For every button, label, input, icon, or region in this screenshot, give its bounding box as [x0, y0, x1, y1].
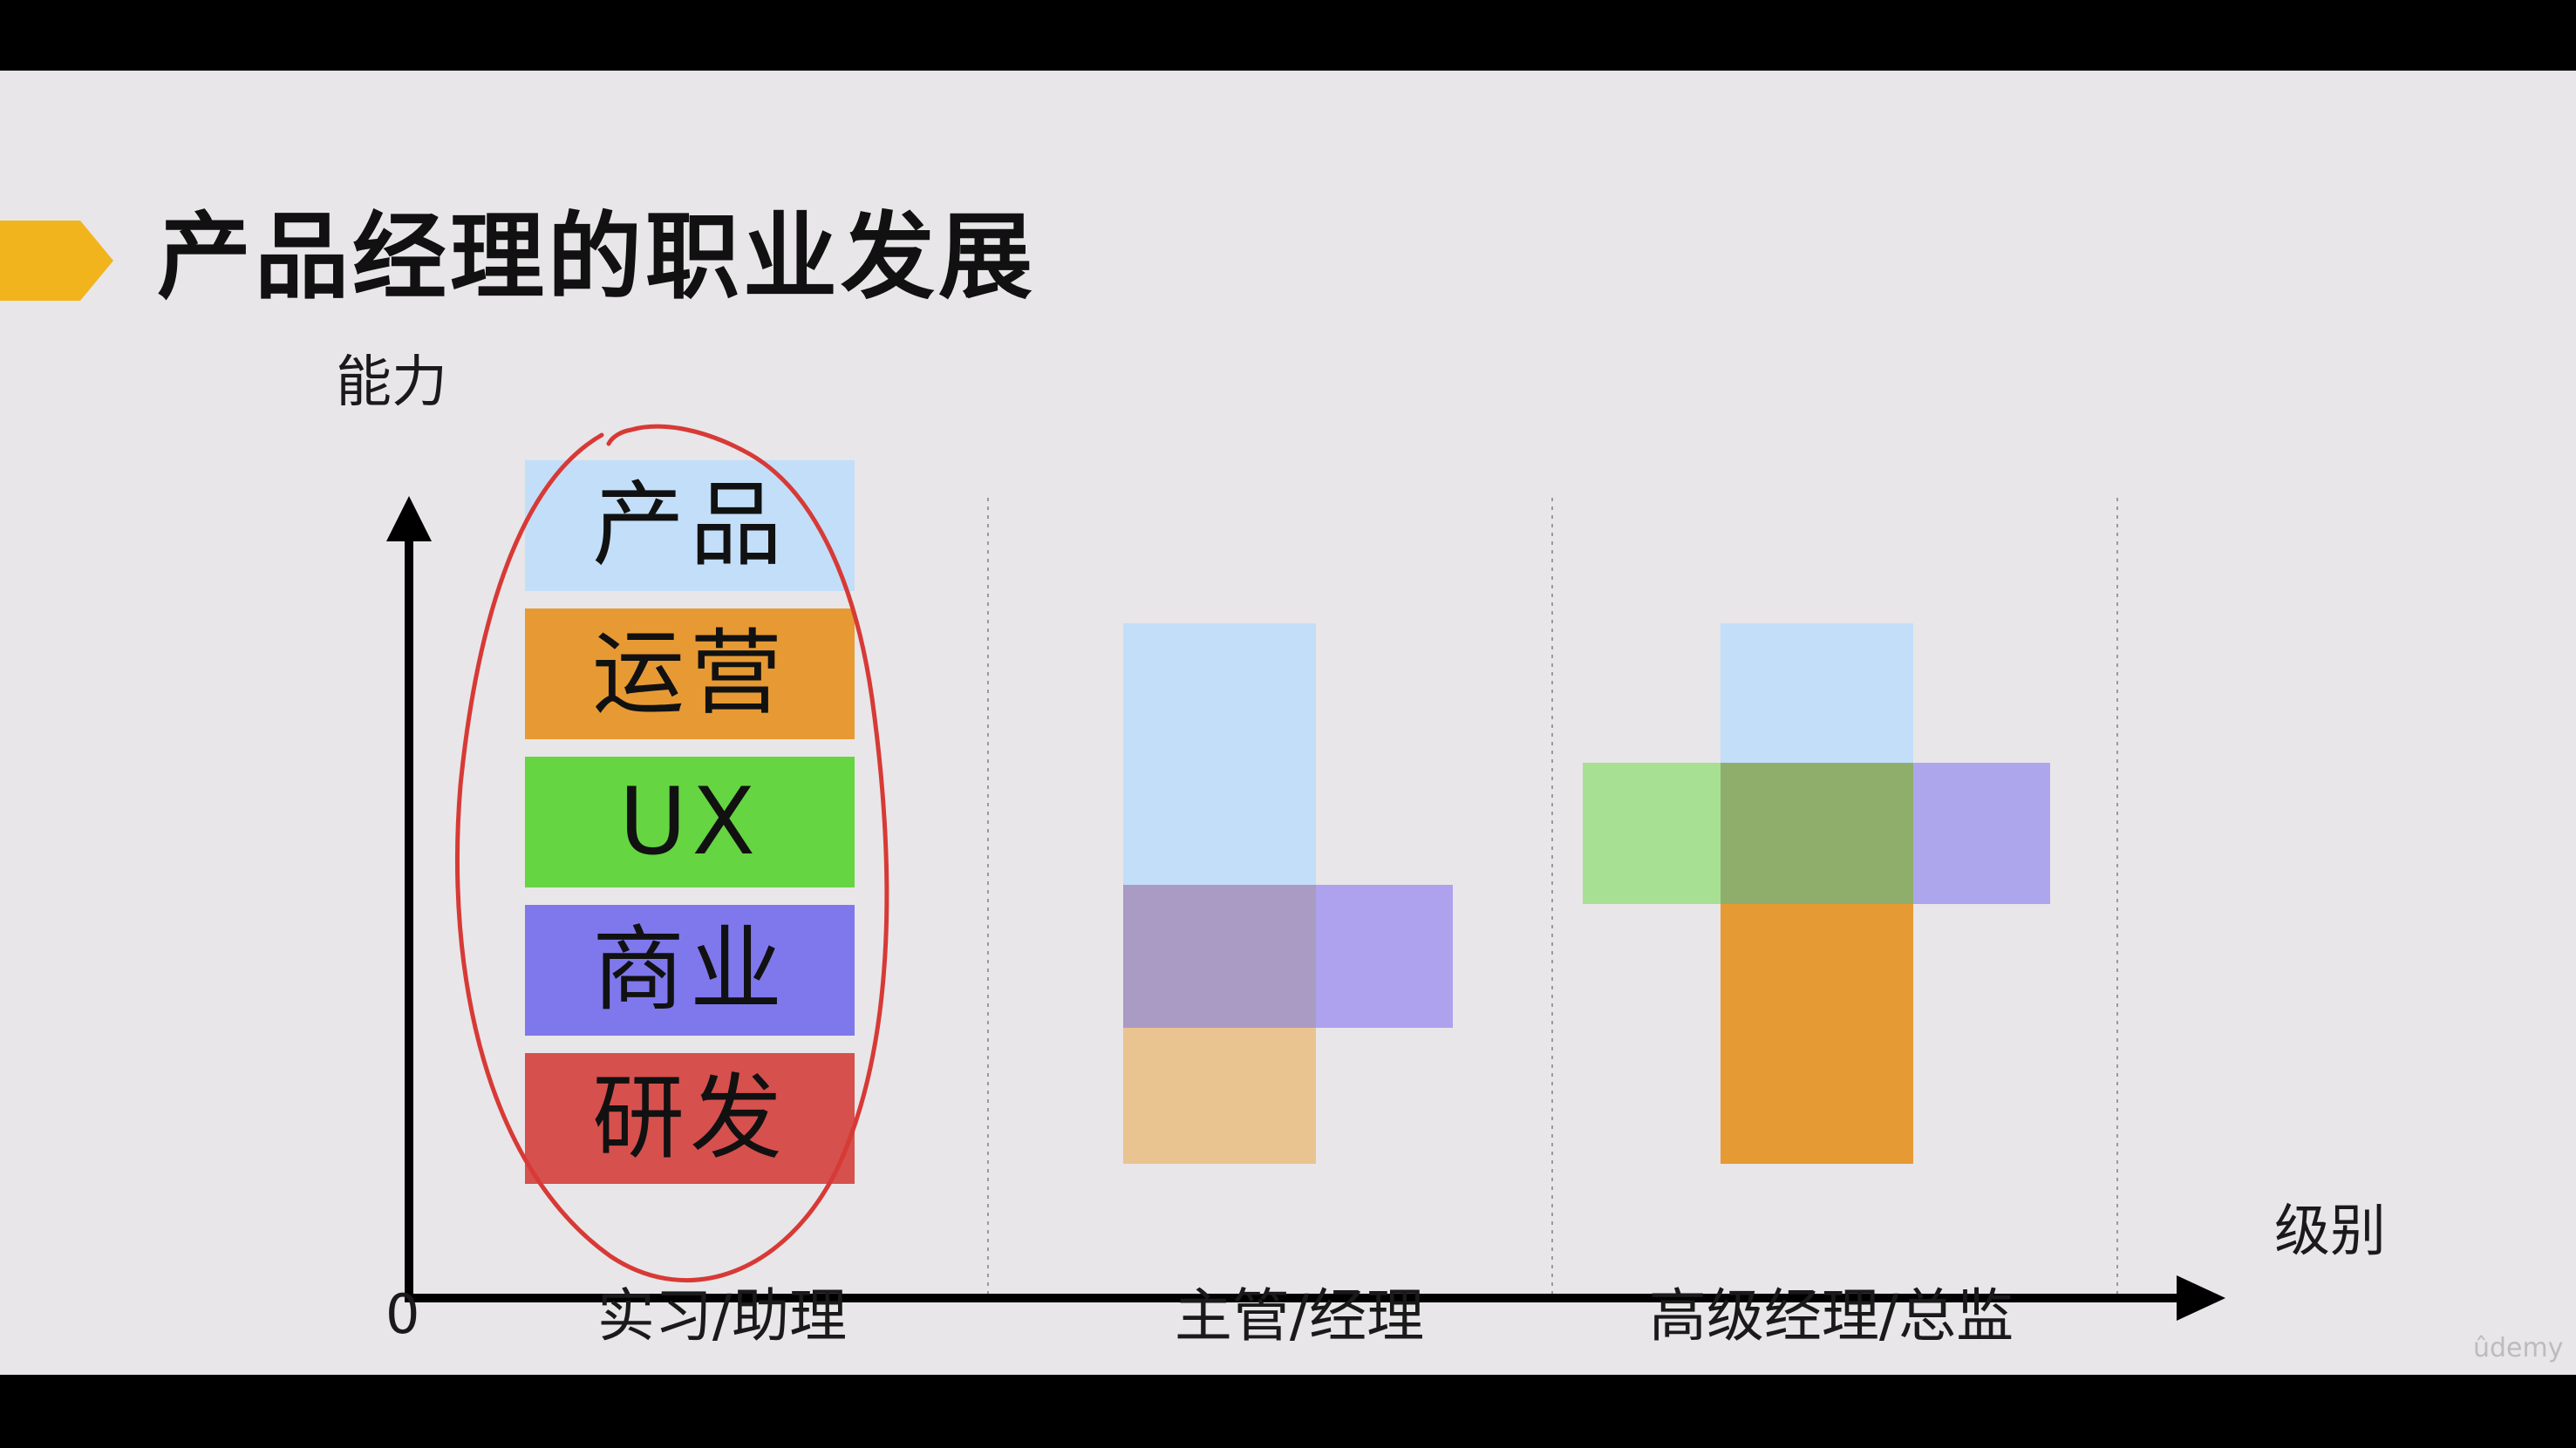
stage3-product-block — [1721, 623, 1913, 763]
skill-block-operation: 运营 — [525, 608, 855, 739]
origin-label: 0 — [385, 1282, 420, 1346]
axes — [386, 496, 2225, 1321]
stage3-overlap-block — [1721, 763, 1913, 904]
slide: 产品经理的职业发展 产品 运营 UX 商业 研发 能力 级别 0 实习/助理 主… — [0, 71, 2576, 1375]
skill-block-business: 商业 — [525, 905, 855, 1036]
stage2-overlap-block — [1123, 885, 1316, 1028]
skill-block-rd: 研发 — [525, 1053, 855, 1184]
y-axis-label: 能力 — [336, 350, 447, 415]
stage3-operation-block — [1721, 904, 1913, 1164]
stage3-business-block — [1913, 763, 2050, 904]
skill-block-ux: UX — [525, 757, 855, 887]
page-title: 产品经理的职业发展 — [157, 203, 1037, 312]
skill-block-product: 产品 — [525, 460, 855, 591]
stage3-ux-block — [1583, 763, 1721, 904]
x-axis-arrow-icon — [2177, 1275, 2225, 1321]
x-axis-label: 级别 — [2274, 1200, 2386, 1264]
y-axis-arrow-icon — [386, 496, 432, 541]
level-label-director: 高级经理/总监 — [1648, 1282, 2014, 1349]
watermark-logo: ûdemy — [2473, 1333, 2564, 1363]
level-label-intern: 实习/助理 — [596, 1282, 848, 1349]
stage2-operation-block — [1123, 1028, 1316, 1164]
title-arrow-icon — [0, 221, 113, 301]
annotation-circle — [454, 424, 889, 1283]
level-label-manager: 主管/经理 — [1174, 1282, 1425, 1349]
stage2-product-block — [1123, 623, 1316, 885]
